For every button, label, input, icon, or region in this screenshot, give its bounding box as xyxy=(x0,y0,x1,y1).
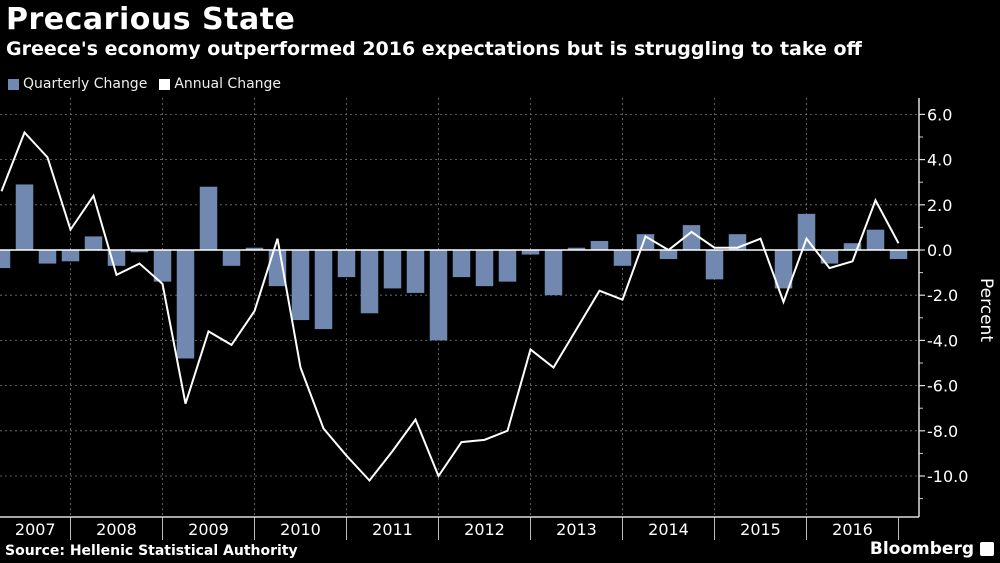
x-tick-label: 2007 xyxy=(15,520,56,539)
source-note: Source: Hellenic Statistical Authority xyxy=(5,543,298,559)
bar-quarterly-change xyxy=(429,250,448,341)
legend-item-annual: Annual Change xyxy=(159,76,281,92)
y-tick-label: 0.0 xyxy=(927,241,952,260)
bar-quarterly-change xyxy=(705,250,724,280)
bar-quarterly-change xyxy=(337,250,356,278)
legend-swatch-quarterly xyxy=(8,78,19,90)
bar-quarterly-change xyxy=(866,229,885,250)
x-tick-label: 2014 xyxy=(648,520,689,539)
legend-label-quarterly: Quarterly Change xyxy=(23,76,148,92)
bar-quarterly-change xyxy=(314,250,333,330)
bar-quarterly-change xyxy=(15,184,34,250)
bar-quarterly-change xyxy=(797,213,816,250)
bar-quarterly-change xyxy=(84,236,103,250)
bar-quarterly-change xyxy=(889,250,908,260)
bar-quarterly-change xyxy=(682,225,701,250)
x-tick-label: 2008 xyxy=(96,520,137,539)
y-tick-label: 6.0 xyxy=(927,105,952,124)
x-tick-label: 2016 xyxy=(832,520,873,539)
bar-quarterly-change xyxy=(843,243,862,250)
bar-quarterly-change xyxy=(774,250,793,289)
brand-logo-text: Bloomberg xyxy=(869,539,974,559)
bar-quarterly-change xyxy=(0,250,11,269)
bar-quarterly-change xyxy=(820,250,839,264)
bar-quarterly-change xyxy=(199,186,218,250)
y-tick-label: -4.0 xyxy=(927,331,958,350)
bar-quarterly-change xyxy=(544,250,563,296)
y-tick-label: 2.0 xyxy=(927,196,952,215)
bar-quarterly-change xyxy=(360,250,379,314)
y-tick-label: -10.0 xyxy=(927,467,968,486)
y-axis-label: Percent xyxy=(976,278,996,342)
bar-quarterly-change xyxy=(475,250,494,287)
y-tick-label: 4.0 xyxy=(927,151,952,170)
y-tick-label: -2.0 xyxy=(927,286,958,305)
bar-quarterly-change xyxy=(245,247,264,250)
x-tick-label: 2009 xyxy=(188,520,229,539)
bar-quarterly-change xyxy=(153,250,172,282)
bar-quarterly-change xyxy=(659,250,678,260)
x-tick-label: 2015 xyxy=(740,520,781,539)
bar-quarterly-change xyxy=(383,250,402,289)
bar-quarterly-change xyxy=(590,240,609,250)
bar-quarterly-change xyxy=(38,250,57,264)
bar-quarterly-change xyxy=(222,250,241,266)
bar-quarterly-change xyxy=(406,250,425,293)
y-tick-label: -6.0 xyxy=(927,377,958,396)
bar-quarterly-change xyxy=(521,250,540,255)
line-annual-change xyxy=(0,130,900,483)
bar-quarterly-change xyxy=(613,250,632,266)
legend-label-annual: Annual Change xyxy=(174,76,282,92)
x-tick-label: 2013 xyxy=(556,520,597,539)
bloomberg-chart-icon xyxy=(980,542,994,556)
bar-quarterly-change xyxy=(61,250,80,262)
bar-quarterly-change xyxy=(291,250,310,321)
bar-quarterly-change xyxy=(498,250,517,282)
bar-quarterly-change xyxy=(130,250,149,253)
legend-swatch-annual xyxy=(159,78,171,90)
chart-title: Precarious State xyxy=(6,2,296,37)
chart-subtitle: Greece's economy outperformed 2016 expec… xyxy=(6,38,862,60)
bar-quarterly-change xyxy=(452,250,471,278)
legend: Quarterly Change Annual Change xyxy=(8,76,281,92)
legend-item-quarterly: Quarterly Change xyxy=(8,76,147,92)
x-tick-label: 2010 xyxy=(280,520,321,539)
bar-quarterly-change xyxy=(176,250,195,359)
y-tick-label: -8.0 xyxy=(927,422,958,441)
bar-quarterly-change xyxy=(567,247,586,250)
x-tick-label: 2012 xyxy=(464,520,505,539)
x-tick-label: 2011 xyxy=(372,520,413,539)
